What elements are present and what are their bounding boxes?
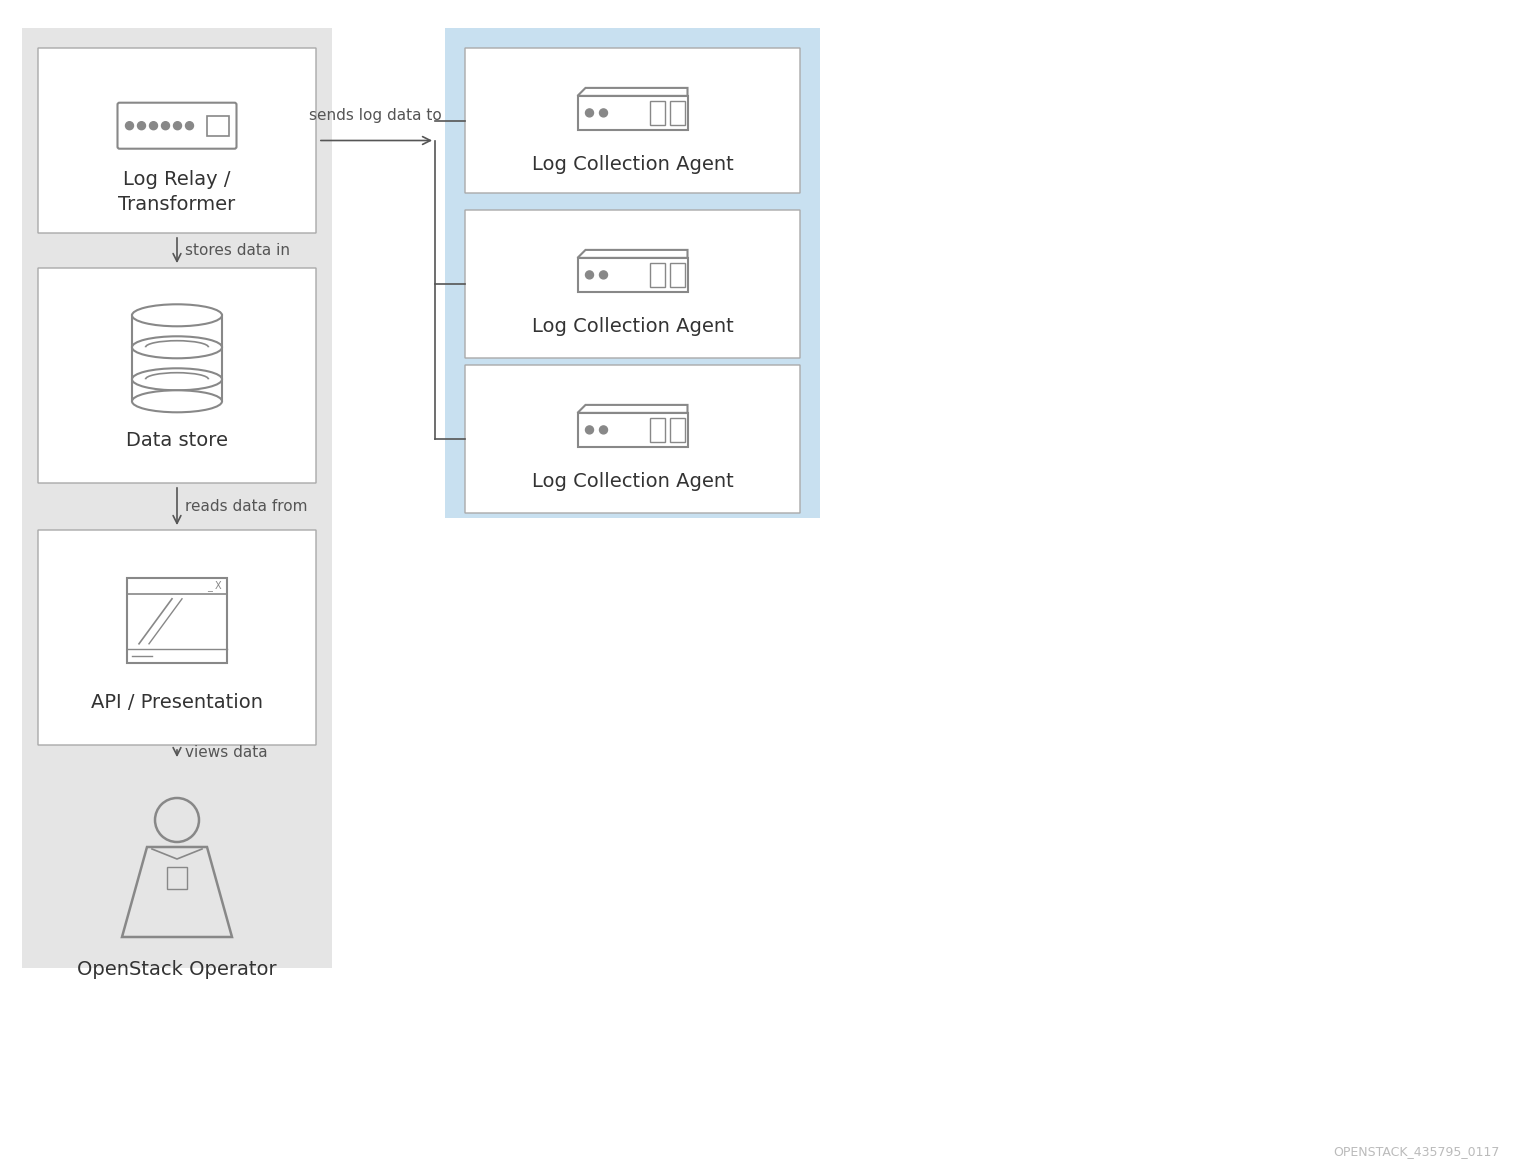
FancyBboxPatch shape <box>465 48 800 193</box>
Bar <box>578 413 687 447</box>
Ellipse shape <box>132 305 222 326</box>
Text: Data store: Data store <box>126 430 228 449</box>
Bar <box>207 115 228 135</box>
Ellipse shape <box>132 336 222 359</box>
FancyBboxPatch shape <box>445 28 819 517</box>
Bar <box>649 417 664 442</box>
Circle shape <box>599 426 608 434</box>
Text: Log Collection Agent: Log Collection Agent <box>532 472 733 490</box>
FancyBboxPatch shape <box>38 530 316 746</box>
Text: sends log data to: sends log data to <box>309 107 442 122</box>
Bar <box>132 315 222 347</box>
Bar <box>132 347 222 380</box>
Bar <box>132 380 222 401</box>
Text: OPENSTACK_435795_0117: OPENSTACK_435795_0117 <box>1333 1145 1500 1158</box>
Bar <box>669 263 684 287</box>
Text: stores data in: stores data in <box>185 243 290 258</box>
Bar <box>669 417 684 442</box>
Circle shape <box>161 121 170 129</box>
Text: Log Relay /
Transformer: Log Relay / Transformer <box>119 171 236 214</box>
Bar <box>578 258 687 292</box>
Text: Log Collection Agent: Log Collection Agent <box>532 154 733 174</box>
Text: _ X: _ X <box>207 580 222 592</box>
Circle shape <box>185 121 193 129</box>
Bar <box>578 96 687 129</box>
FancyBboxPatch shape <box>21 28 331 968</box>
Ellipse shape <box>132 390 222 413</box>
Bar <box>128 577 226 663</box>
FancyBboxPatch shape <box>465 365 800 513</box>
Circle shape <box>599 270 608 279</box>
Text: views data: views data <box>185 746 268 760</box>
Text: reads data from: reads data from <box>185 499 307 514</box>
Circle shape <box>585 426 593 434</box>
Bar <box>669 101 684 125</box>
Circle shape <box>137 121 146 129</box>
Circle shape <box>173 121 181 129</box>
FancyBboxPatch shape <box>465 211 800 358</box>
Bar <box>649 101 664 125</box>
Text: API / Presentation: API / Presentation <box>91 693 263 711</box>
FancyBboxPatch shape <box>38 48 316 233</box>
Text: OpenStack Operator: OpenStack Operator <box>78 960 277 978</box>
Text: Log Collection Agent: Log Collection Agent <box>532 316 733 335</box>
Ellipse shape <box>132 368 222 390</box>
Circle shape <box>585 109 593 116</box>
Circle shape <box>149 121 158 129</box>
Bar <box>167 867 187 889</box>
Circle shape <box>126 121 134 129</box>
Circle shape <box>585 270 593 279</box>
FancyBboxPatch shape <box>38 268 316 483</box>
Bar <box>649 263 664 287</box>
Circle shape <box>599 109 608 116</box>
